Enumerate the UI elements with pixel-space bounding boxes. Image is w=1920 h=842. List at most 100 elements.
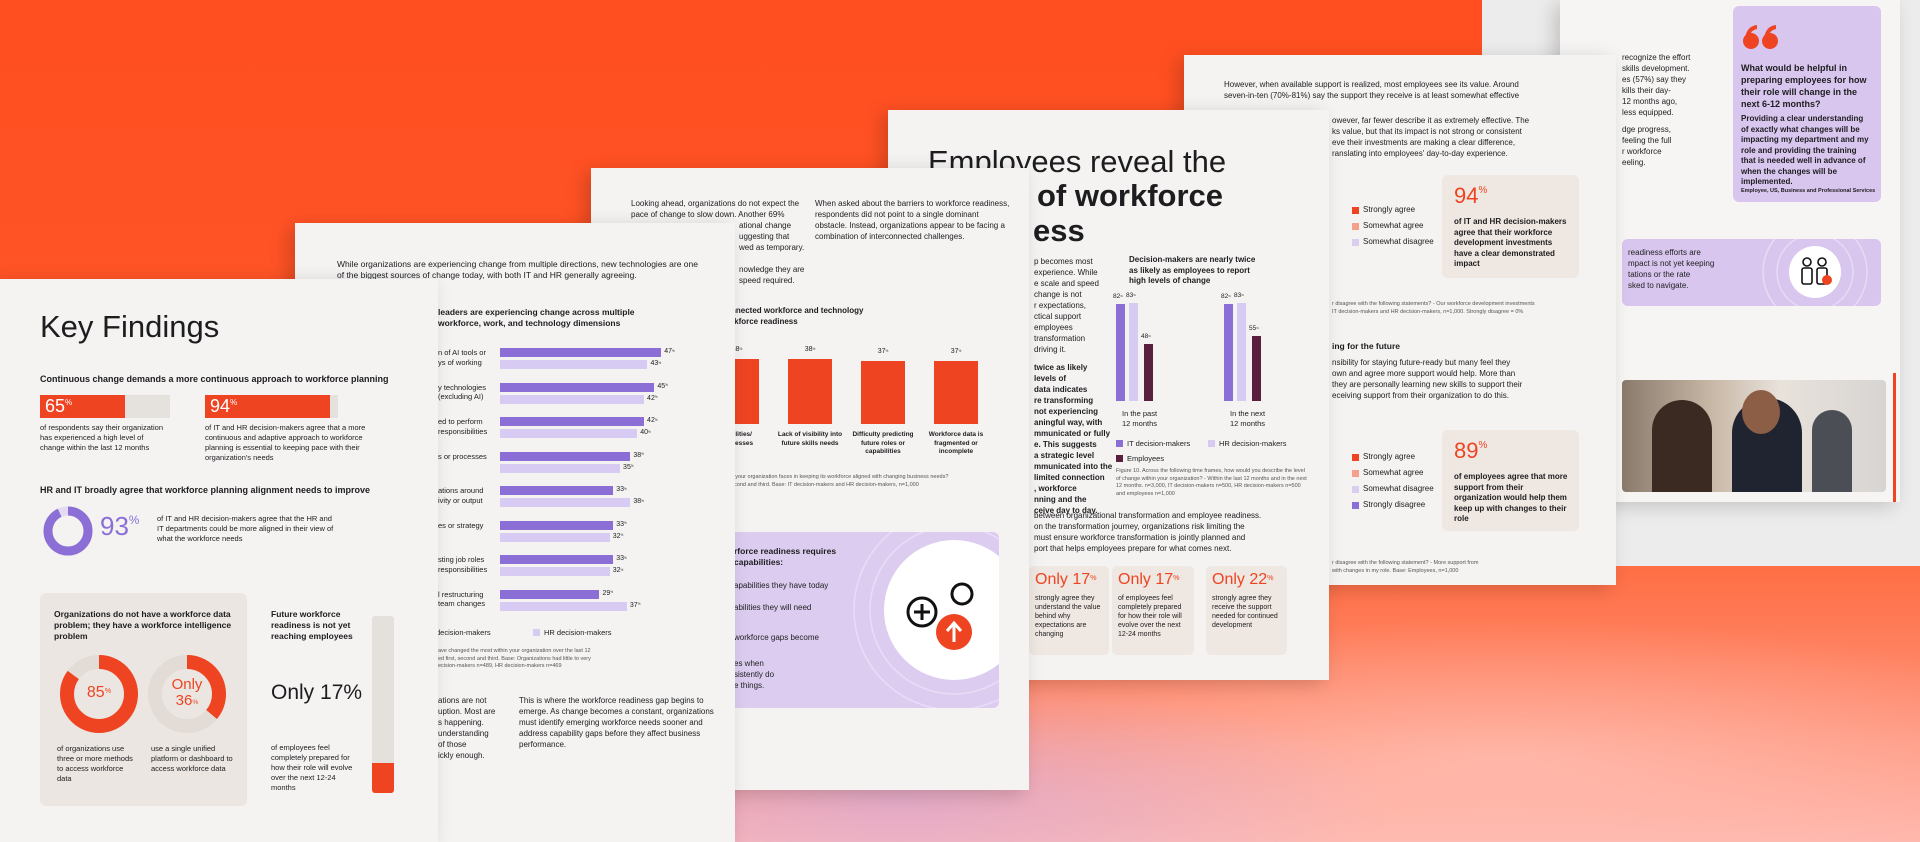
- category-label: ations around ivity or output: [438, 486, 484, 505]
- unit: %: [1120, 293, 1123, 298]
- value-label: 37%: [934, 348, 978, 355]
- unit: %: [739, 347, 743, 352]
- legend-label: Employees: [1127, 454, 1165, 463]
- paragraph: ations are not uption. Most are s happen…: [438, 696, 496, 760]
- unit: %: [343, 681, 363, 704]
- unit: %: [104, 685, 112, 695]
- value: 38: [804, 346, 813, 354]
- value: 32: [612, 532, 621, 540]
- legend: Strongly agree Somewhat agree Somewhat dis…: [1352, 205, 1442, 265]
- legend-swatch: [1116, 455, 1123, 462]
- chart-title: nnected workforce and technology rkforce…: [731, 306, 864, 326]
- stat-value: Only 17%: [271, 681, 362, 705]
- legend-swatch: [1352, 223, 1359, 230]
- bar: [500, 417, 645, 426]
- value: 38: [633, 498, 642, 505]
- bar: [500, 601, 627, 611]
- column-text: Looking ahead, organizations do not expe…: [631, 199, 800, 219]
- category-label: Difficulty predicting future roles or ca…: [852, 431, 914, 455]
- column-text: ational change uggesting that wed as tem…: [739, 221, 805, 285]
- stat-value: 94%: [1454, 183, 1487, 209]
- value: 43: [650, 360, 659, 367]
- bar: [500, 429, 638, 438]
- category-label: pabilities/ processes: [720, 431, 754, 447]
- category-label: s or processes: [438, 451, 487, 461]
- bar: [500, 382, 655, 392]
- donut: [148, 655, 226, 733]
- category-label: Workforce data is fragmented or incomple…: [928, 431, 984, 455]
- value-label: 42%: [647, 417, 658, 424]
- quote-answer: Providing a clear understanding of exact…: [1741, 114, 1869, 186]
- category-label: ed to perform responsibilities: [438, 417, 488, 436]
- value-label: 47%: [664, 348, 675, 355]
- column-text: twice as likely levels of data indicates…: [1034, 363, 1113, 515]
- value-label: 29%: [602, 590, 613, 597]
- value-label: 38%: [715, 346, 759, 353]
- unit: %: [1173, 572, 1180, 582]
- value: 65: [45, 396, 66, 416]
- value: 17: [1072, 571, 1091, 588]
- stat-text: of IT and HR decision-makers agree that …: [1454, 217, 1567, 268]
- value: 55: [1249, 325, 1257, 333]
- donut-value: 85%: [57, 684, 141, 702]
- photo: [1622, 380, 1886, 492]
- chart-title: Decision-makers are nearly twice as like…: [1129, 255, 1256, 285]
- unit: %: [958, 348, 962, 353]
- accent-line: [1893, 373, 1896, 502]
- unit: %: [641, 452, 644, 457]
- value: 42: [647, 394, 655, 402]
- legend-swatch: [1352, 454, 1359, 461]
- section-heading: HR and IT broadly agree that workforce p…: [40, 485, 371, 495]
- value: 94: [210, 396, 231, 416]
- bar: [500, 520, 614, 530]
- box-heading: Future workforce readiness is not yet re…: [271, 609, 353, 641]
- stat-text: of IT and HR decision-makers agree that …: [205, 423, 366, 462]
- chart: n of AI tools or ys of working 47% 43% y te…: [295, 223, 735, 653]
- stat-box: 94% of IT and HR decision-makers agree t…: [1442, 175, 1579, 278]
- stat-text: of employees agree that more support fro…: [1454, 472, 1568, 523]
- legend-label: HR decision-makers: [544, 628, 612, 637]
- donut-value: Only 36%: [145, 677, 229, 709]
- stat-bar-track: 94%: [205, 395, 338, 418]
- unit: %: [812, 347, 816, 352]
- unit: %: [1228, 293, 1231, 298]
- legend-label: Somewhat agree: [1363, 468, 1424, 477]
- quote-page: recognize the effort skills development.…: [1560, 0, 1900, 502]
- category-label: In the next 12 months: [1230, 409, 1266, 428]
- paragraph: nsibility for staying future-ready but m…: [1332, 358, 1523, 400]
- value: 45: [657, 382, 666, 390]
- legend-label: Somewhat disagree: [1363, 237, 1434, 246]
- value-label: 38%: [633, 452, 644, 459]
- page-heading: ess: [1033, 213, 1085, 248]
- gauge-fill: [372, 762, 394, 793]
- callout-item: apabilities they have today: [734, 581, 829, 590]
- legend-swatch: [533, 629, 540, 636]
- stat-text: of employees feel completely prepared fo…: [1118, 595, 1182, 638]
- value-label: 35%: [623, 464, 634, 471]
- chart: 82% 83% 48% In the past 12 months 82% 83% 55% I…: [888, 110, 1329, 510]
- donut-arc: [148, 655, 226, 733]
- value-label: 33%: [616, 555, 627, 562]
- value: 38: [633, 451, 642, 459]
- callout: rforce readiness requires capabilities: …: [728, 532, 999, 708]
- value: 36: [175, 692, 193, 709]
- prefix: Only: [171, 676, 203, 693]
- unit: %: [1133, 292, 1136, 297]
- value: 33: [616, 555, 624, 562]
- banner: readiness efforts are mpact is not yet k…: [1622, 239, 1881, 306]
- page-heading: of workforce: [1037, 178, 1224, 213]
- value-label: 38%: [633, 498, 644, 505]
- callout-heading: rforce readiness requires capabilities:: [734, 546, 837, 567]
- heading: ing for the future: [1332, 341, 1400, 351]
- paragraph: owever, far fewer describe it as extreme…: [1332, 116, 1530, 158]
- value-label: 43%: [650, 360, 661, 367]
- legend-label: HR decision-makers: [1219, 439, 1287, 448]
- legend-label: Somewhat disagree: [1363, 484, 1434, 493]
- bar: [500, 555, 614, 564]
- legend-label: IT decision-makers: [1127, 439, 1191, 448]
- legend-swatch: [1352, 239, 1359, 246]
- paragraph: This is where the workforce readiness ga…: [519, 696, 714, 749]
- bar: [500, 463, 621, 473]
- unit: %: [658, 360, 662, 365]
- value-label: 83%: [1234, 292, 1244, 299]
